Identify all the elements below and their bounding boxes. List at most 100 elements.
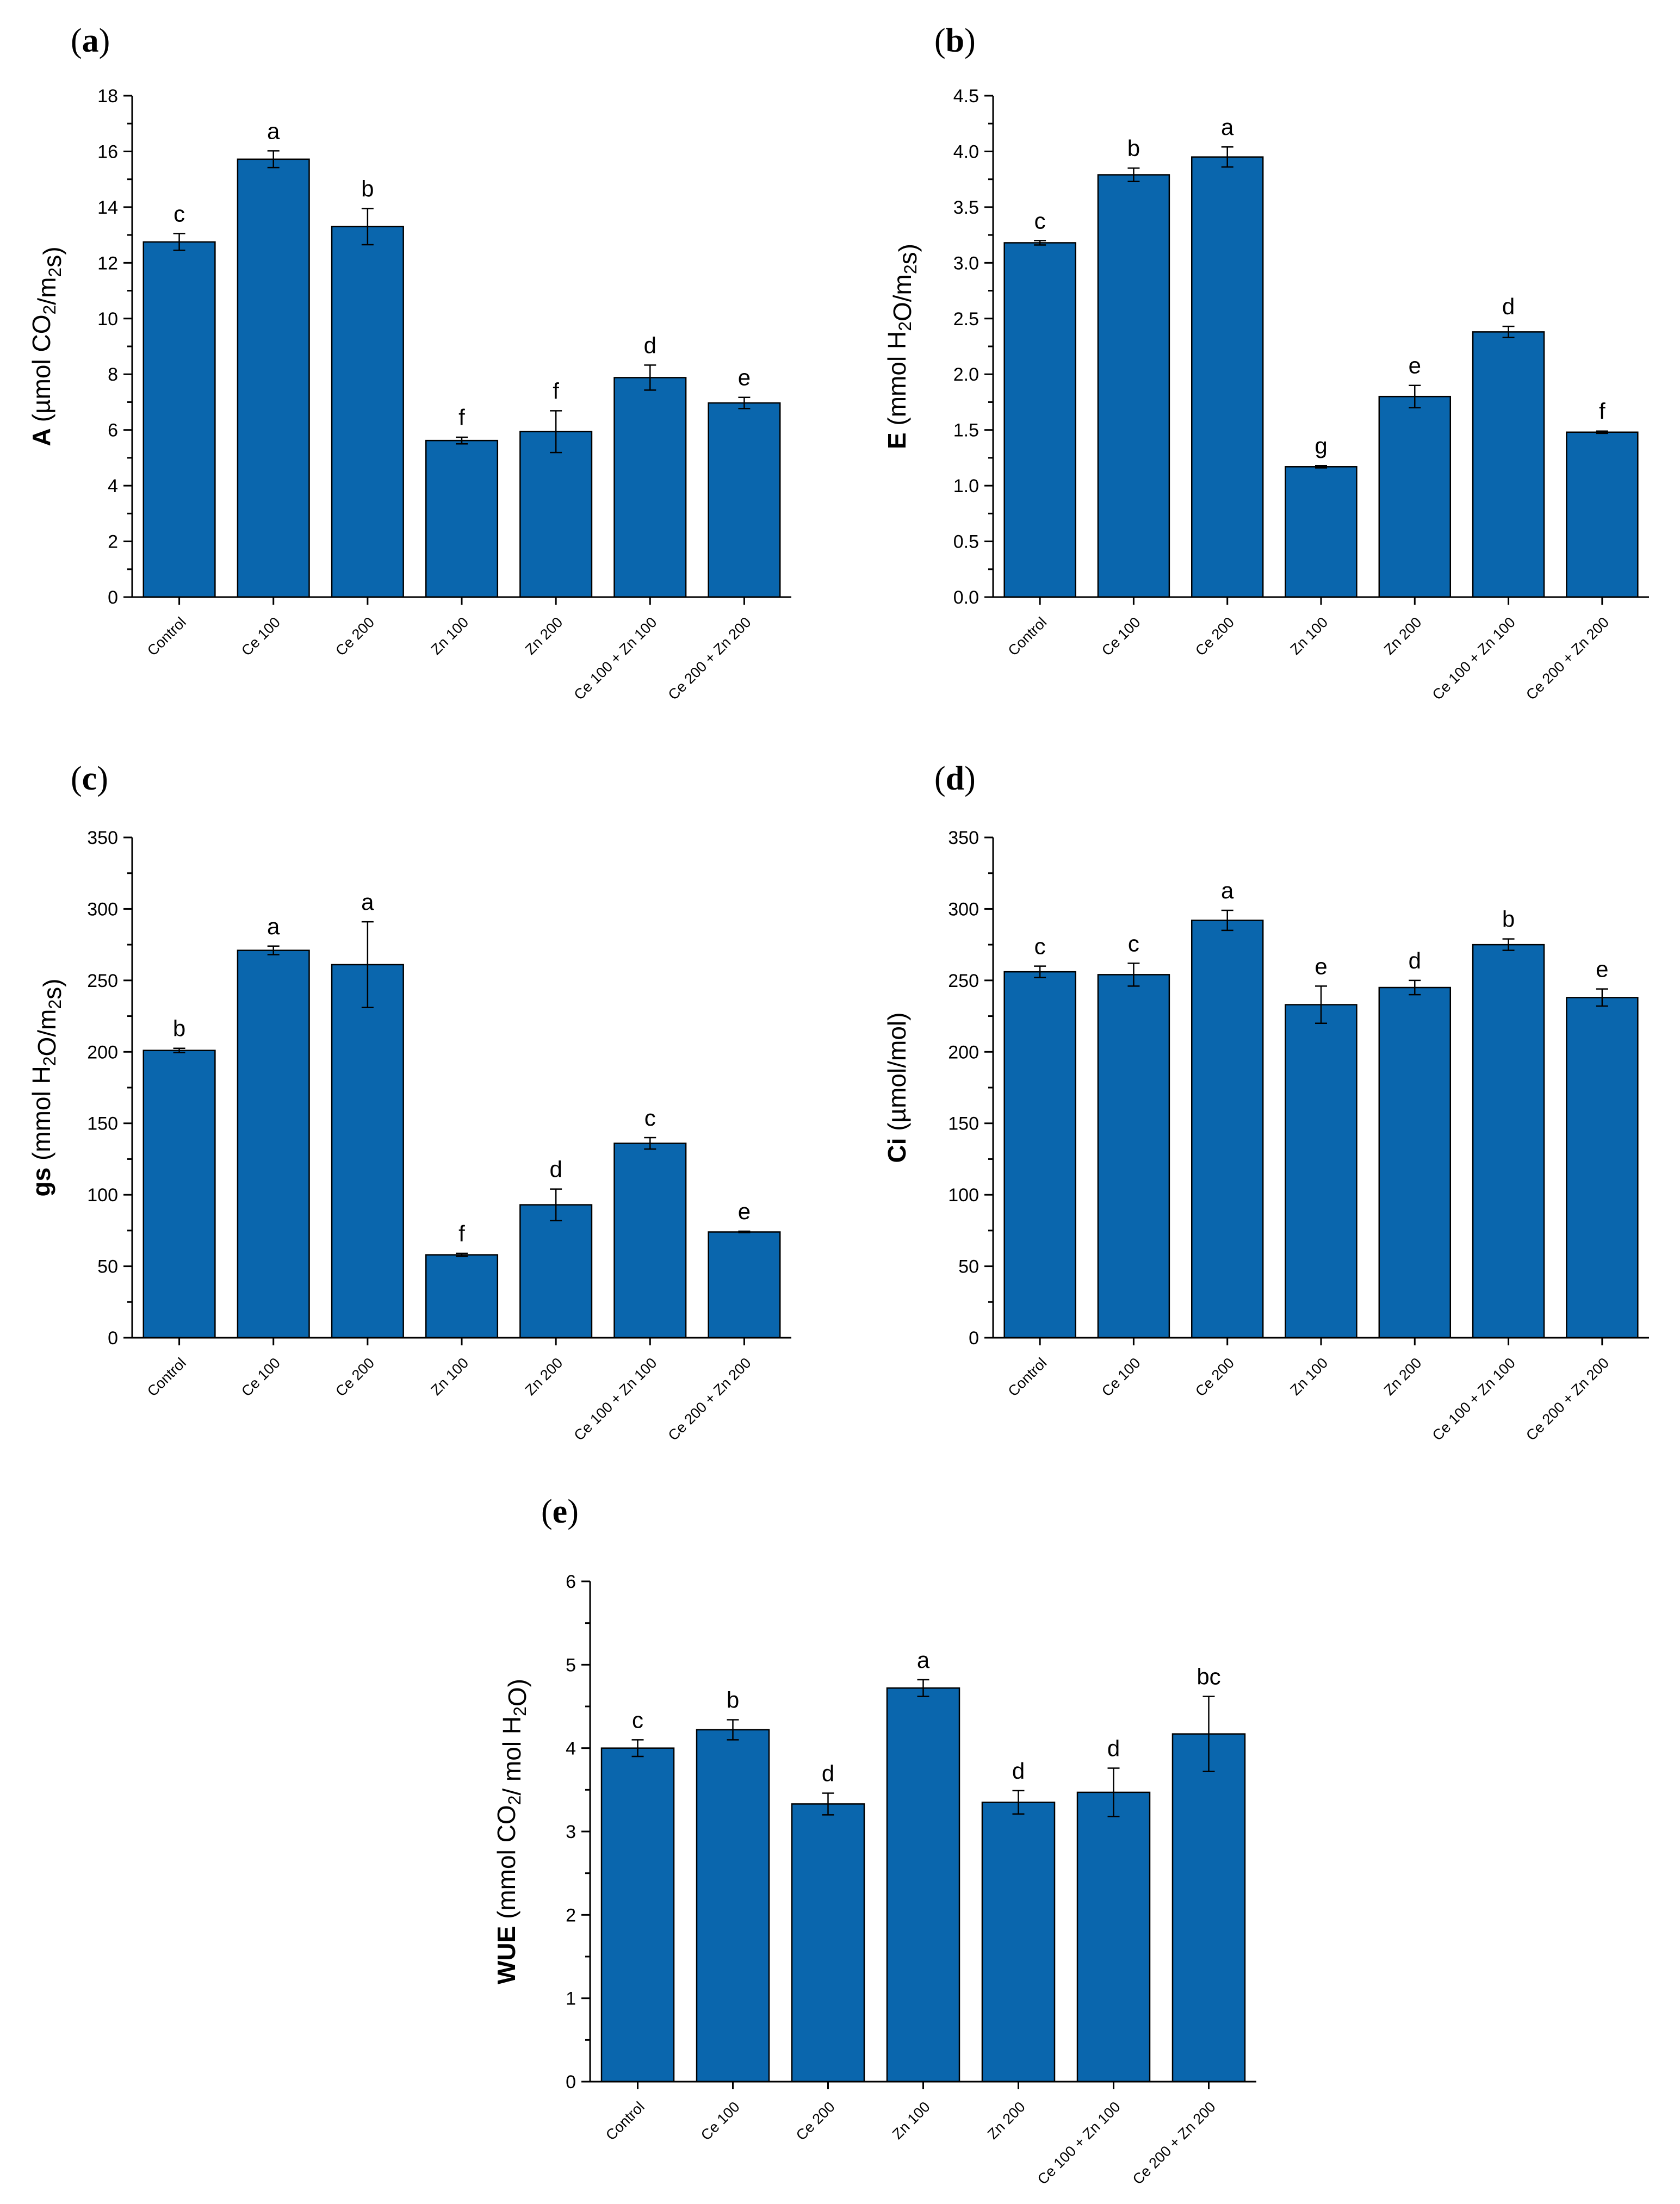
error-bar: [1221, 146, 1233, 168]
bar-d-3: [1285, 1004, 1357, 1339]
significance-letter: f: [458, 1221, 465, 1246]
significance-letter: b: [727, 1687, 739, 1713]
significance-letter: c: [1128, 930, 1139, 956]
bar-b-4: [1378, 395, 1452, 598]
y-tick-label: 18: [97, 86, 118, 107]
error-bar: [1012, 1790, 1025, 1815]
y-tick-label: 300: [87, 899, 118, 920]
significance-letter: d: [1409, 948, 1421, 973]
significance-letter: a: [267, 118, 280, 144]
panel-letter: (e): [541, 1493, 579, 1530]
y-tick-label: 14: [97, 197, 118, 218]
error-bar: [267, 945, 280, 955]
bar-d-2: [1191, 920, 1264, 1339]
y-tick-label: 100: [948, 1185, 979, 1206]
panel-letter: (b): [934, 22, 976, 59]
significance-letter: a: [361, 889, 374, 915]
significance-letter: a: [1221, 114, 1234, 140]
y-tick-label: 0: [566, 2072, 576, 2093]
significance-letter: e: [738, 365, 751, 390]
y-tick-label: 1: [566, 1989, 576, 2009]
bar-b-6: [1566, 431, 1639, 598]
y-axis-label: E (mmol H2O/m2s): [883, 244, 922, 449]
bar-c-0: [142, 1050, 216, 1339]
significance-letter: d: [644, 332, 656, 358]
bar-d-5: [1472, 943, 1545, 1339]
y-axis-label: gs (mmol H2O/m2s): [27, 978, 66, 1196]
bar-a-0: [142, 241, 216, 598]
bar-a-5: [613, 377, 687, 598]
y-tick-label: 6: [566, 1572, 576, 1592]
significance-letter: d: [1107, 1735, 1120, 1761]
error-bar: [727, 1719, 739, 1741]
y-tick-label: 8: [108, 364, 118, 385]
significance-letter: c: [173, 201, 185, 227]
significance-letter: c: [1034, 934, 1046, 959]
y-tick-label: 3.5: [953, 197, 979, 218]
significance-letter: g: [1315, 433, 1327, 458]
error-bar: [173, 1047, 185, 1053]
significance-letter: bc: [1197, 1664, 1220, 1690]
bar-e-3: [886, 1687, 960, 2083]
y-tick-label: 4.0: [953, 141, 979, 162]
bar-e-1: [696, 1729, 770, 2083]
y-tick-label: 10: [97, 309, 118, 330]
y-tick-label: 12: [97, 253, 118, 274]
error-bar: [456, 1252, 468, 1257]
significance-letter: a: [917, 1647, 930, 1673]
bar-c-1: [237, 949, 310, 1339]
y-tick-label: 1.0: [953, 476, 979, 496]
significance-letter: e: [738, 1199, 751, 1224]
error-bar: [1502, 325, 1515, 338]
error-bar: [644, 364, 656, 391]
y-axis-label: A (µmol CO2/m2s): [27, 246, 66, 446]
y-tick-label: 1.5: [953, 420, 979, 441]
bar-c-3: [425, 1254, 499, 1339]
error-bar: [550, 410, 562, 454]
significance-letter: b: [173, 1016, 185, 1041]
bar-b-1: [1097, 174, 1170, 598]
y-tick-label: 0: [969, 1328, 979, 1349]
significance-letter: d: [822, 1760, 834, 1786]
error-bar: [822, 1792, 834, 1816]
y-tick-label: 200: [87, 1042, 118, 1063]
error-bar: [1596, 430, 1608, 434]
bar-b-5: [1472, 331, 1545, 598]
significance-letter: d: [1502, 294, 1515, 319]
y-tick-label: 250: [948, 971, 979, 991]
bar-c-4: [519, 1204, 593, 1339]
y-tick-label: 4: [566, 1739, 576, 1759]
y-tick-label: 350: [87, 828, 118, 848]
error-bar: [1107, 1767, 1120, 1817]
y-tick-label: 50: [958, 1257, 979, 1277]
bar-e-6: [1171, 1733, 1246, 2083]
significance-letter: d: [1012, 1758, 1025, 1784]
y-tick-label: 2: [566, 1905, 576, 1926]
error-bar: [267, 150, 280, 169]
significance-letter: f: [553, 378, 559, 403]
y-tick-label: 2.5: [953, 309, 979, 330]
error-bar: [1502, 938, 1515, 951]
panel-letter-text: c: [82, 760, 97, 797]
panel-letter: (c): [71, 760, 108, 797]
error-bar: [1409, 979, 1421, 996]
bar-a-3: [425, 439, 499, 598]
y-tick-label: 2.0: [953, 364, 979, 385]
significance-letter: d: [549, 1157, 562, 1182]
significance-letter: b: [1502, 907, 1515, 932]
significance-letter: a: [1221, 878, 1234, 903]
y-tick-label: 150: [948, 1114, 979, 1134]
significance-letter: c: [632, 1707, 643, 1733]
y-tick-label: 0: [108, 587, 118, 608]
error-bar: [1221, 909, 1233, 932]
y-tick-label: 150: [87, 1114, 118, 1134]
bar-a-6: [708, 402, 781, 598]
y-axis-label: Ci (µmol/mol): [883, 1013, 911, 1163]
y-tick-label: 50: [97, 1257, 118, 1277]
y-tick-label: 0: [108, 1328, 118, 1349]
significance-letter: f: [458, 405, 465, 430]
bar-a-1: [237, 158, 310, 598]
significance-letter: e: [1596, 957, 1608, 982]
significance-letter: c: [644, 1105, 656, 1131]
